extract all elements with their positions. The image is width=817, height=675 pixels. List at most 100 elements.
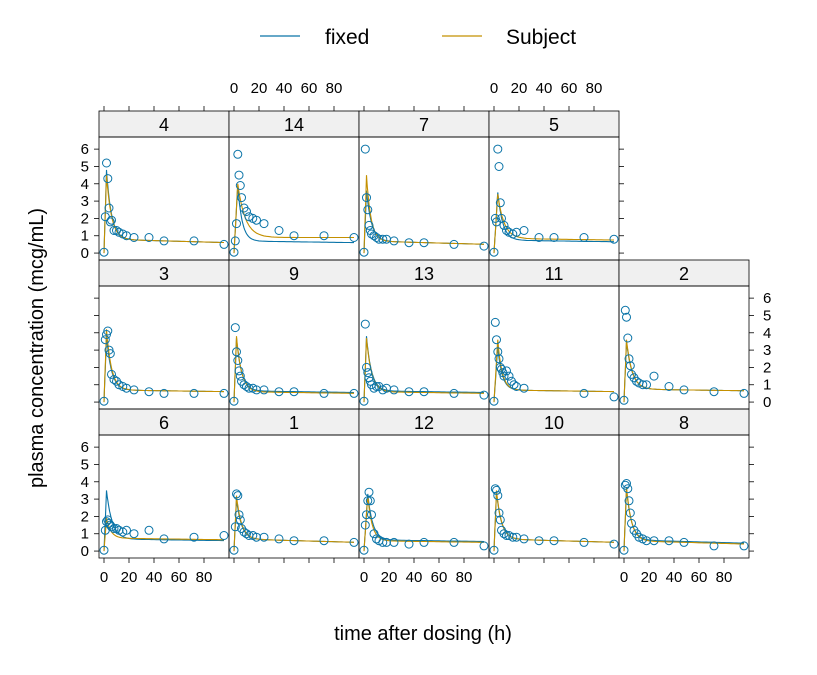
data-point xyxy=(363,496,373,506)
data-point xyxy=(624,354,634,364)
data-point xyxy=(620,305,630,315)
data-point xyxy=(230,323,240,333)
data-point xyxy=(489,545,499,555)
fixed-curve xyxy=(233,499,355,552)
data-point xyxy=(237,193,246,203)
y-tick-label: 5 xyxy=(81,456,89,473)
panel-strip-label: 10 xyxy=(544,413,564,433)
y-tick-label: 1 xyxy=(81,228,89,245)
panel-strip-label: 12 xyxy=(414,413,434,433)
panel-11: 11 xyxy=(488,259,620,410)
panel-strip xyxy=(358,110,490,138)
panel-strip xyxy=(488,110,620,138)
data-point xyxy=(99,396,109,406)
fixed-curve xyxy=(233,185,354,254)
x-tick-label: 60 xyxy=(561,80,578,97)
data-point xyxy=(534,233,544,242)
panel-strip-label: 5 xyxy=(549,115,559,135)
data-point xyxy=(365,496,375,506)
axes: 0 20 40 60 80 0 20 40 60 80 0 20 40 60 800 20 40 60 80 0 20 4… xyxy=(81,80,772,586)
data-point xyxy=(319,388,329,398)
x-axis-label: time after dosing (h) xyxy=(334,623,512,645)
y-tick-label: 4 xyxy=(763,325,771,342)
data-point xyxy=(622,479,631,488)
data-point xyxy=(479,241,489,251)
y-tick-label: 5 xyxy=(81,158,89,175)
data-point xyxy=(649,536,659,546)
panel-1: 1 xyxy=(228,408,360,559)
data-point xyxy=(419,238,429,248)
data-point xyxy=(508,532,518,542)
subject-curve xyxy=(493,339,614,403)
subject-curve xyxy=(233,183,354,254)
data-point xyxy=(189,532,199,542)
data-point xyxy=(378,234,388,244)
data-point xyxy=(619,545,629,555)
data-point xyxy=(259,532,269,542)
x-tick-label: 80 xyxy=(716,569,733,586)
data-point xyxy=(364,220,374,230)
data-point xyxy=(289,536,299,546)
x-tick-label: 40 xyxy=(276,80,293,97)
data-point xyxy=(234,510,244,520)
data-point xyxy=(519,383,529,393)
data-point xyxy=(242,382,251,391)
data-point xyxy=(404,539,414,549)
x-tick-label: 40 xyxy=(406,569,423,586)
data-point xyxy=(129,529,139,539)
subject-curve xyxy=(493,194,614,254)
data-point xyxy=(389,385,399,395)
legend-label-subject: Subject xyxy=(506,26,576,49)
data-point xyxy=(609,539,619,549)
x-tick-label: 40 xyxy=(666,569,683,586)
data-point xyxy=(229,396,239,406)
data-point xyxy=(129,385,139,395)
data-point xyxy=(274,534,284,544)
y-tick-label: 0 xyxy=(81,245,89,262)
subject-curve xyxy=(233,495,355,552)
data-point xyxy=(219,388,229,398)
data-point xyxy=(360,520,370,530)
data-point xyxy=(233,356,243,365)
data-point xyxy=(579,537,589,547)
data-point xyxy=(622,312,631,322)
data-point xyxy=(369,529,379,539)
data-point xyxy=(189,236,199,246)
data-point xyxy=(232,219,241,229)
x-tick-label: 20 xyxy=(251,80,268,97)
data-point xyxy=(372,233,381,242)
data-point xyxy=(579,233,589,242)
data-point xyxy=(363,368,373,378)
data-point xyxy=(494,508,504,518)
panel-strip xyxy=(228,408,360,436)
data-point xyxy=(103,326,113,336)
fixed-curve xyxy=(103,336,224,403)
x-tick-label: 40 xyxy=(146,569,163,586)
panel-strip-label: 14 xyxy=(284,115,304,135)
data-point xyxy=(449,388,459,398)
data-point xyxy=(159,534,169,544)
data-point xyxy=(519,226,529,235)
data-point xyxy=(159,236,169,246)
data-point xyxy=(363,205,373,215)
data-point xyxy=(619,395,629,405)
panel-10: 10 xyxy=(488,408,620,559)
data-point xyxy=(679,537,689,547)
panel-2: 2 xyxy=(618,259,750,410)
data-point xyxy=(349,233,359,242)
data-point xyxy=(649,371,659,381)
data-point xyxy=(259,385,269,395)
data-point xyxy=(709,541,719,551)
data-point xyxy=(499,220,509,230)
data-point xyxy=(493,144,503,154)
data-point xyxy=(369,383,379,393)
panel-strip xyxy=(98,408,230,436)
data-point xyxy=(494,354,504,364)
y-tick-label: 4 xyxy=(81,176,89,193)
data-point xyxy=(359,545,369,555)
data-point xyxy=(609,392,619,402)
data-point xyxy=(739,388,749,398)
data-point xyxy=(289,387,299,397)
legend: fixed Subject xyxy=(260,26,576,49)
subject-curve xyxy=(623,486,745,552)
